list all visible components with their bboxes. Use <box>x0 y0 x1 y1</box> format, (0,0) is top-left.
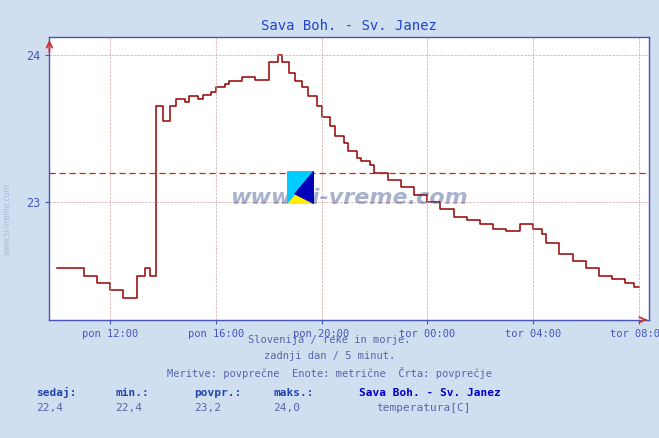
Text: maks.:: maks.: <box>273 389 314 399</box>
Title: Sava Boh. - Sv. Janez: Sava Boh. - Sv. Janez <box>262 19 437 33</box>
Text: www.si-vreme.com: www.si-vreme.com <box>3 183 12 255</box>
Text: temperatura[C]: temperatura[C] <box>376 403 471 413</box>
Text: www.si-vreme.com: www.si-vreme.com <box>231 188 468 208</box>
Text: Slovenija / reke in morje.: Slovenija / reke in morje. <box>248 335 411 345</box>
Polygon shape <box>295 171 314 204</box>
Text: 24,0: 24,0 <box>273 403 301 413</box>
Text: 23,2: 23,2 <box>194 403 221 413</box>
Polygon shape <box>287 171 314 204</box>
Text: sedaj:: sedaj: <box>36 387 76 399</box>
Text: povpr.:: povpr.: <box>194 389 242 399</box>
Text: zadnji dan / 5 minut.: zadnji dan / 5 minut. <box>264 351 395 361</box>
Polygon shape <box>287 171 314 204</box>
Text: Sava Boh. - Sv. Janez: Sava Boh. - Sv. Janez <box>359 389 501 399</box>
Text: min.:: min.: <box>115 389 149 399</box>
Text: 22,4: 22,4 <box>115 403 142 413</box>
Text: Meritve: povprečne  Enote: metrične  Črta: povprečje: Meritve: povprečne Enote: metrične Črta:… <box>167 367 492 379</box>
Text: 22,4: 22,4 <box>36 403 63 413</box>
